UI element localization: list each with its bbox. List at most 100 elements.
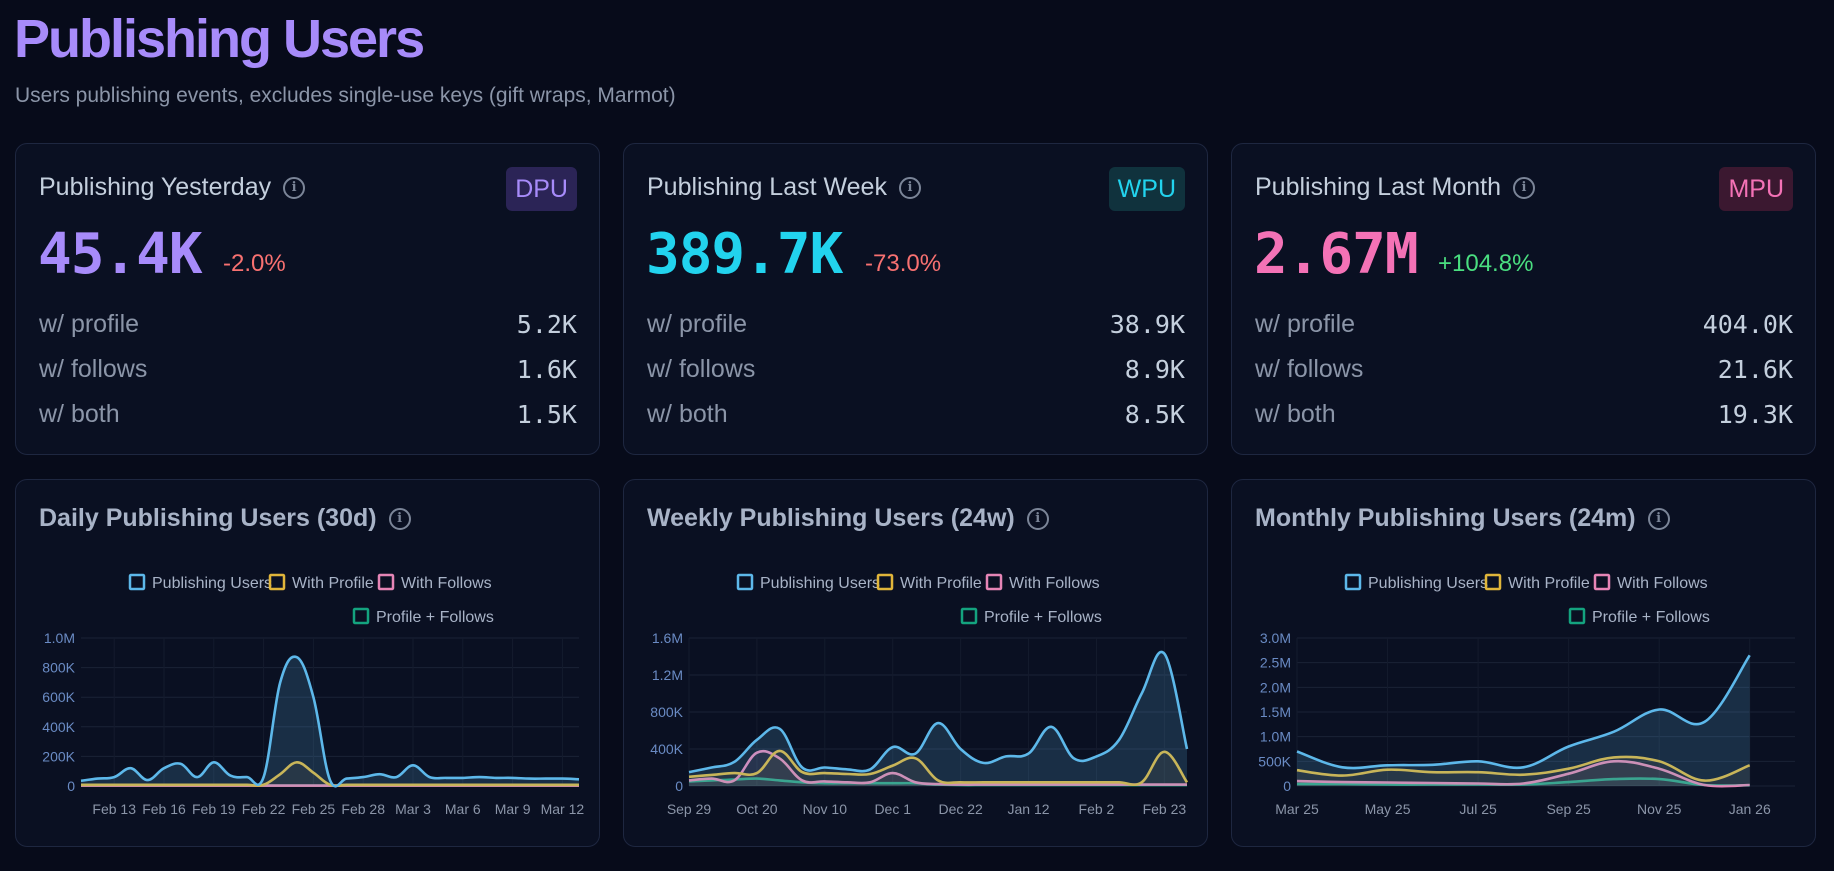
stat-row-profile: w/ profile 5.2K [39,308,577,340]
series-publishing-users[interactable] [1296,654,1751,770]
x-tick-label: Jan 26 [1729,801,1771,817]
series-publishing-users-area [689,651,1187,786]
stat-row-both: w/ both 1.5K [39,398,577,430]
legend-item[interactable]: Profile + Follows [960,607,1102,626]
legend-label: Profile + Follows [984,609,1102,626]
y-tick-label: 1.0M [44,630,75,646]
stat-row-label: w/ profile [1255,309,1356,338]
stat-card-label: Publishing Last Month [1255,173,1501,201]
legend-item[interactable]: With Profile [876,573,982,592]
y-tick-label: 0 [1283,778,1291,794]
x-tick-label: Feb 13 [92,801,136,817]
stat-row-profile: w/ profile 404.0K [1255,308,1793,340]
stat-value: 389.7K [646,222,843,287]
legend-item[interactable]: Publishing Users [1344,573,1488,592]
stat-delta: +104.8% [1438,250,1534,277]
wpu-badge: WPU [1108,167,1185,211]
legend-swatch [128,573,146,591]
series-with-follows[interactable] [1296,759,1750,788]
x-tick-label: Oct 20 [736,801,777,817]
x-tick-label: Feb 25 [292,801,336,817]
chart-title-text: Weekly Publishing Users (24w) [647,504,1015,532]
info-icon[interactable]: i [898,176,921,199]
y-tick-label: 500K [1258,753,1291,769]
legend-swatch [960,607,978,625]
stat-row-label: w/ profile [39,309,140,338]
stat-row-value: 8.5K [1124,399,1185,429]
chart-title-text: Monthly Publishing Users (24m) [1255,504,1636,532]
x-tick-label: May 25 [1365,801,1411,817]
info-icon[interactable]: i [388,507,411,530]
stat-row-label: w/ follows [647,354,756,383]
legend-item[interactable]: Profile + Follows [1568,607,1710,626]
info-icon[interactable]: i [283,176,306,199]
stat-row-both: w/ both 8.5K [647,398,1185,430]
y-tick-label: 3.0M [1260,630,1291,646]
legend-swatch [352,607,370,625]
chart-card-weekly: Weekly Publishing Users (24w) i Publishi… [623,479,1208,847]
info-icon[interactable]: i [1026,507,1049,530]
y-tick-label: 400K [42,719,75,735]
stat-delta: -2.0% [223,250,286,277]
legend-item[interactable]: With Follows [377,573,492,592]
legend-label: With Follows [1617,575,1708,592]
legend-swatch [1344,573,1362,591]
legend-item[interactable]: Publishing Users [736,573,880,592]
x-tick-label: Jan 12 [1008,801,1050,817]
legend-item[interactable]: With Profile [1484,573,1590,592]
legend-item[interactable]: Publishing Users [128,573,272,592]
legend-item[interactable]: With Follows [985,573,1100,592]
legend-swatch [985,573,1003,591]
series-with-profile[interactable] [1296,755,1751,782]
y-tick-label: 400K [650,741,683,757]
y-tick-label: 2.0M [1260,679,1291,695]
legend-label: Publishing Users [152,575,272,592]
stat-row-value: 8.9K [1124,354,1185,384]
legend-label: Profile + Follows [1592,609,1710,626]
page-subtitle: Users publishing events, excludes single… [15,84,676,107]
series-with-profile[interactable] [81,761,579,788]
legend-item[interactable]: With Profile [268,573,374,592]
x-tick-label: Feb 16 [142,801,186,817]
stat-row-value: 404.0K [1702,309,1793,339]
x-tick-label: Mar 25 [1275,801,1319,817]
stat-card-dpu: Publishing Yesterday i DPU 45.4K -2.0% w… [15,143,600,455]
legend-item[interactable]: With Follows [1593,573,1708,592]
info-icon[interactable]: i [1512,176,1535,199]
y-tick-label: 2.5M [1260,655,1291,671]
chart-title: Daily Publishing Users (30d) i [39,504,411,533]
series-with-profile-area [1297,756,1750,786]
chart-card-daily: Daily Publishing Users (30d) i Publishin… [15,479,600,847]
series-publishing-users-area [1297,655,1750,786]
stat-row-value: 21.6K [1717,354,1793,384]
series-with-profile[interactable] [688,749,1189,787]
x-tick-label: Feb 23 [1143,801,1187,817]
chart-title: Monthly Publishing Users (24m) i [1255,504,1670,533]
legend-label: With Follows [401,575,492,592]
legend-swatch [1484,573,1502,591]
legend-label: With Follows [1009,575,1100,592]
legend-swatch [736,573,754,591]
y-tick-label: 1.6M [652,630,683,646]
series-with-follows-area [1297,761,1750,787]
legend-swatch [1593,573,1611,591]
stat-row-follows: w/ follows 8.9K [647,353,1185,385]
x-tick-label: Sep 25 [1546,801,1591,817]
stat-row-label: w/ both [647,399,728,428]
stat-card-wpu: Publishing Last Week i WPU 389.7K -73.0%… [623,143,1208,455]
x-tick-label: Jul 25 [1459,801,1497,817]
series-publishing-users[interactable] [80,655,580,788]
series-with-profile-area [689,750,1187,786]
x-tick-label: Feb 2 [1079,801,1115,817]
legend-item[interactable]: Profile + Follows [352,607,494,626]
stat-row-value: 1.5K [516,399,577,429]
y-tick-label: 800K [42,660,75,676]
x-tick-label: Mar 12 [541,801,585,817]
y-tick-label: 1.0M [1260,729,1291,745]
y-tick-label: 1.2M [652,667,683,683]
series-publishing-users[interactable] [688,650,1189,774]
stat-row-both: w/ both 19.3K [1255,398,1793,430]
x-tick-label: Mar 6 [445,801,481,817]
stat-card-title: Publishing Last Month i [1255,173,1535,202]
info-icon[interactable]: i [1647,507,1670,530]
